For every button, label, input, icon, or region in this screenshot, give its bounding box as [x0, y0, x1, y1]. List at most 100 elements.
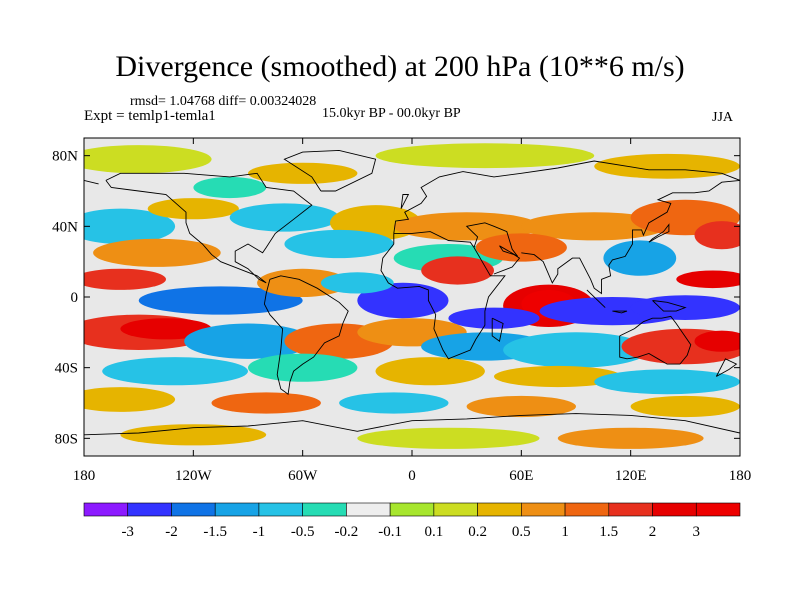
field-patch [503, 332, 649, 368]
coastline-path [105, 172, 313, 284]
field-patch [138, 286, 303, 315]
field-patch [594, 153, 740, 179]
lon-tick-label: 180 [73, 468, 96, 484]
field-patch [184, 323, 312, 359]
period-label: 15.0kyr BP - 00.0kyr BP [322, 106, 461, 121]
lat-tick-label: 0 [71, 290, 79, 306]
colorbar-swatch [608, 502, 653, 517]
lon-tick-label: 0 [408, 468, 416, 484]
field-patch [84, 145, 212, 174]
coastline-path [465, 222, 521, 275]
colorbar-label: 0.1 [425, 524, 444, 540]
coastline-path [521, 179, 740, 295]
lon-tick-label: 120E [615, 468, 647, 484]
field-patch [248, 162, 358, 184]
coastlines [84, 149, 740, 436]
lat-tick-label: 80S [55, 431, 78, 447]
lon-tick-label: 180 [729, 468, 752, 484]
stats-label: rmsd= 1.04768 diff= 0.00324028 [130, 94, 317, 109]
field-patch [120, 318, 212, 340]
coastline-path [491, 317, 504, 342]
colorbar-label: -3 [121, 524, 134, 540]
colorbar-label: -0.1 [378, 524, 402, 540]
field-patch [466, 395, 576, 418]
colorbar-swatch [564, 502, 610, 517]
coastline-path [612, 310, 628, 314]
field-patch [375, 357, 485, 386]
colorbar-swatch [302, 502, 347, 517]
field-patch [475, 233, 567, 262]
coastline-path [619, 315, 692, 365]
colorbar-label: 1 [561, 524, 569, 540]
field-patch [248, 353, 358, 382]
colorbar-label: 0.2 [468, 524, 487, 540]
field-patch [320, 272, 394, 294]
colorbar-swatch [389, 502, 435, 517]
colorbar-swatch [695, 502, 741, 517]
coastline-path [380, 231, 506, 360]
field-patch [421, 256, 494, 285]
coastline-path [263, 275, 349, 396]
field-patch [630, 395, 740, 418]
lat-tick-label: 80N [52, 149, 78, 165]
colorbar-swatch [521, 502, 566, 517]
colorbar-swatch [258, 502, 303, 517]
experiment-label: Expt = temlp1-temla1 [84, 108, 216, 124]
colorbar-swatch [477, 502, 522, 517]
colorbar-swatch [433, 502, 478, 517]
field-patch [193, 176, 267, 199]
field-patch [120, 424, 267, 446]
field-patch [229, 203, 340, 232]
axis-ticks: 80N 40N 0 40S 80S 180 120W 60W 0 60E 120E 180 [52, 138, 751, 484]
colorbar-swatch [214, 502, 260, 517]
field-patch [84, 268, 166, 290]
colorbar-swatch [652, 502, 697, 517]
field-patch [284, 229, 394, 259]
field-patch [102, 357, 248, 386]
field-patch [557, 427, 704, 449]
field-patch [84, 208, 176, 244]
lat-tick-label: 40N [52, 219, 78, 235]
field-patch [448, 307, 540, 329]
coastline-path [715, 358, 738, 377]
season-label: JJA [712, 110, 734, 125]
colorbar-label: -0.5 [291, 524, 315, 540]
field-patch [211, 392, 321, 414]
colorbar-swatch [83, 502, 129, 517]
coastline-path [400, 194, 410, 209]
coastline-path [84, 413, 740, 436]
colorbar-label: 0.5 [512, 524, 531, 540]
coastline-path [652, 300, 687, 312]
coastline-path [84, 179, 99, 185]
field-patch [84, 387, 176, 412]
field-patch [339, 392, 449, 414]
field-patch [694, 330, 740, 352]
colorbar-swatch [127, 502, 172, 517]
field-patch [147, 198, 239, 220]
field-patch [93, 238, 221, 267]
lon-tick-label: 120W [175, 468, 213, 484]
field-patch [521, 212, 668, 241]
field-patch [494, 365, 622, 388]
lon-tick-label: 60W [288, 468, 318, 484]
colorbar-label: -2 [165, 524, 178, 540]
colorbar-swatch [346, 502, 391, 517]
colorbar-label: 3 [693, 524, 701, 540]
coastline-path [648, 223, 670, 243]
lat-tick-label: 40S [55, 361, 78, 377]
field-patch [357, 282, 449, 319]
coastline-path [283, 149, 377, 192]
field-patch [594, 369, 740, 395]
coastline-path [586, 289, 606, 308]
colorbar-label: -1 [253, 524, 266, 540]
field-patch [694, 221, 740, 250]
colorbar-label: 2 [649, 524, 657, 540]
divergence-field [84, 138, 740, 456]
lon-tick-label: 60E [509, 468, 533, 484]
field-patch [375, 143, 595, 169]
field-patch [357, 427, 540, 449]
colorbar-label: 1.5 [599, 524, 618, 540]
field-patch [603, 240, 677, 276]
colorbar-label: -0.2 [335, 524, 359, 540]
